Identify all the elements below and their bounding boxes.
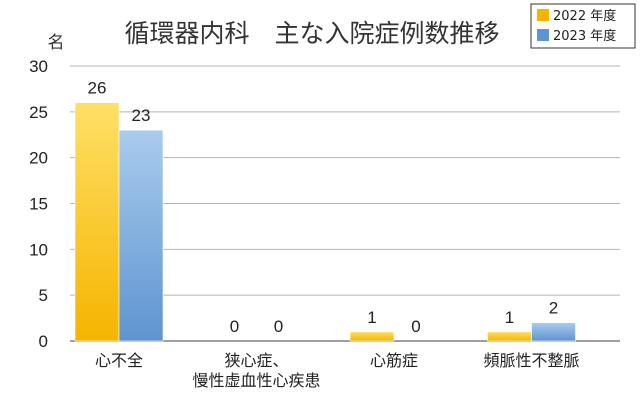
category-label: 心不全 bbox=[95, 351, 143, 370]
category-label: 狭心症、 bbox=[224, 351, 288, 370]
y-axis-ticks: 0 5 10 15 20 25 30 bbox=[29, 57, 48, 351]
data-label: 23 bbox=[132, 106, 151, 125]
bar bbox=[531, 322, 576, 342]
category-label: 心筋症 bbox=[370, 351, 418, 370]
data-label: 0 bbox=[411, 317, 420, 336]
data-label: 2 bbox=[549, 299, 558, 318]
bar bbox=[118, 129, 164, 342]
data-label: 26 bbox=[88, 79, 107, 98]
y-tick-label: 10 bbox=[29, 240, 48, 259]
x-axis-categories: 心不全 狭心症、慢性虚血性心疾患 心筋症 頻脈性不整脈 bbox=[95, 351, 580, 390]
y-tick-label: 30 bbox=[29, 57, 48, 76]
legend-swatch bbox=[537, 29, 549, 41]
y-tick-label: 20 bbox=[29, 149, 48, 168]
y-axis-label: 名 bbox=[48, 33, 65, 53]
y-tick-label: 5 bbox=[39, 286, 48, 305]
data-label: 0 bbox=[274, 317, 283, 336]
data-label: 1 bbox=[367, 308, 376, 327]
y-tick-label: 0 bbox=[39, 332, 48, 351]
data-labels: 26 23 0 0 1 0 1 2 bbox=[88, 79, 559, 336]
data-label: 0 bbox=[230, 317, 239, 336]
category-label: 慢性虚血性心疾患 bbox=[192, 371, 320, 390]
bar bbox=[349, 331, 395, 342]
category-label: 頻脈性不整脈 bbox=[483, 351, 579, 370]
legend-label: 2022 年度 bbox=[553, 8, 616, 24]
legend: 2022 年度 2023 年度 bbox=[530, 3, 636, 49]
y-tick-label: 15 bbox=[29, 195, 48, 214]
y-tick-label: 25 bbox=[29, 103, 48, 122]
legend-label: 2023 年度 bbox=[553, 28, 616, 44]
bar bbox=[74, 102, 120, 342]
legend-swatch bbox=[537, 9, 549, 21]
bars bbox=[74, 102, 576, 342]
data-label: 1 bbox=[505, 308, 514, 327]
chart-title: 循環器内科 主な入院症例数推移 bbox=[124, 19, 499, 48]
bar bbox=[487, 331, 532, 342]
